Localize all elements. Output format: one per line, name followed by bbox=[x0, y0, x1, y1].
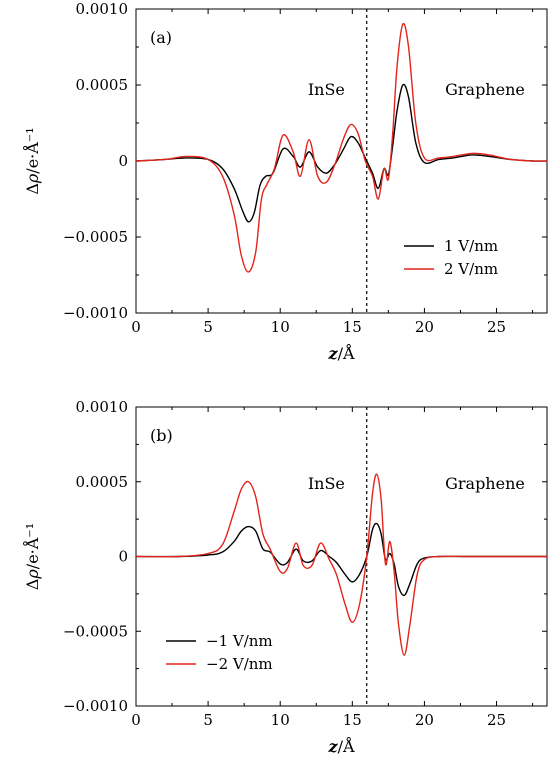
panel-a: 0 5 10 15 20 25 −0.0010 −0.0005 0 0.0005 0.0010 (a)… bbox=[22, 0, 548, 363]
y-axis-title-rho: ρ bbox=[23, 173, 42, 184]
region-label-inse: InSe bbox=[308, 80, 345, 99]
panel-label: (a) bbox=[150, 28, 172, 47]
x-tick-label: 10 bbox=[271, 318, 290, 336]
y-tick-label: 0 bbox=[118, 152, 128, 170]
y-axis-title: Δρ/e·Å⁻¹ bbox=[22, 127, 42, 194]
y-axis-title-delta: Δ bbox=[23, 579, 42, 591]
region-label-graphene: Graphene bbox=[445, 80, 525, 99]
y-tick-label: 0.0010 bbox=[76, 398, 129, 416]
y-tick-label: 0.0010 bbox=[76, 0, 129, 18]
x-axis-title-unit: /Å bbox=[338, 736, 355, 756]
legend-entry-0: −1 V/nm bbox=[206, 632, 273, 650]
x-axis-title: z/Å bbox=[327, 343, 354, 363]
y-axis-title: Δρ/e·Å⁻¹ bbox=[22, 523, 42, 590]
y-tick-label: 0.0005 bbox=[76, 76, 129, 94]
region-label-graphene: Graphene bbox=[445, 474, 525, 493]
x-tick-label: 10 bbox=[271, 711, 290, 729]
series-line-1 bbox=[135, 22, 548, 273]
series-line-1 bbox=[135, 473, 547, 656]
x-tick-label: 5 bbox=[203, 711, 213, 729]
legend-entry-0: 1 V/nm bbox=[444, 237, 498, 255]
panel-b: 0 5 10 15 20 25 −0.0010 −0.0005 0 0.0005 0.0010 (b)… bbox=[22, 398, 548, 756]
y-axis-title-unit: /e·Å⁻¹ bbox=[22, 127, 42, 173]
x-tick-label: 15 bbox=[343, 318, 362, 336]
x-axis-title-var: z bbox=[327, 737, 338, 756]
x-tick-label: 20 bbox=[415, 711, 434, 729]
x-axis-title-unit: /Å bbox=[338, 343, 355, 363]
legend-entry-1: 2 V/nm bbox=[444, 260, 498, 278]
y-tick-label: 0 bbox=[118, 548, 128, 566]
x-axis-title-var: z bbox=[327, 344, 338, 363]
y-tick-label: −0.0005 bbox=[63, 228, 128, 246]
y-tick-label: −0.0010 bbox=[63, 304, 128, 322]
x-tick-label: 25 bbox=[487, 711, 506, 729]
panel-label: (b) bbox=[150, 426, 173, 445]
legend-entry-1: −2 V/nm bbox=[206, 655, 273, 673]
y-tick-label: −0.0005 bbox=[63, 622, 128, 640]
x-tick-label: 25 bbox=[487, 318, 506, 336]
y-axis-title-unit: /e·Å⁻¹ bbox=[22, 523, 42, 569]
x-tick-label: 0 bbox=[131, 711, 141, 729]
series-line-0 bbox=[135, 522, 547, 597]
x-tick-label: 20 bbox=[415, 318, 434, 336]
x-tick-label: 5 bbox=[203, 318, 213, 336]
x-tick-label: 0 bbox=[131, 318, 141, 336]
y-tick-label: 0.0005 bbox=[76, 473, 129, 491]
y-axis-title-rho: ρ bbox=[23, 569, 42, 580]
x-tick-label: 15 bbox=[343, 711, 362, 729]
x-axis-title: z/Å bbox=[327, 736, 354, 756]
y-tick-label: −0.0010 bbox=[63, 697, 128, 715]
region-label-inse: InSe bbox=[308, 474, 345, 493]
y-axis-title-delta: Δ bbox=[23, 183, 42, 195]
series-line-0 bbox=[135, 83, 548, 223]
